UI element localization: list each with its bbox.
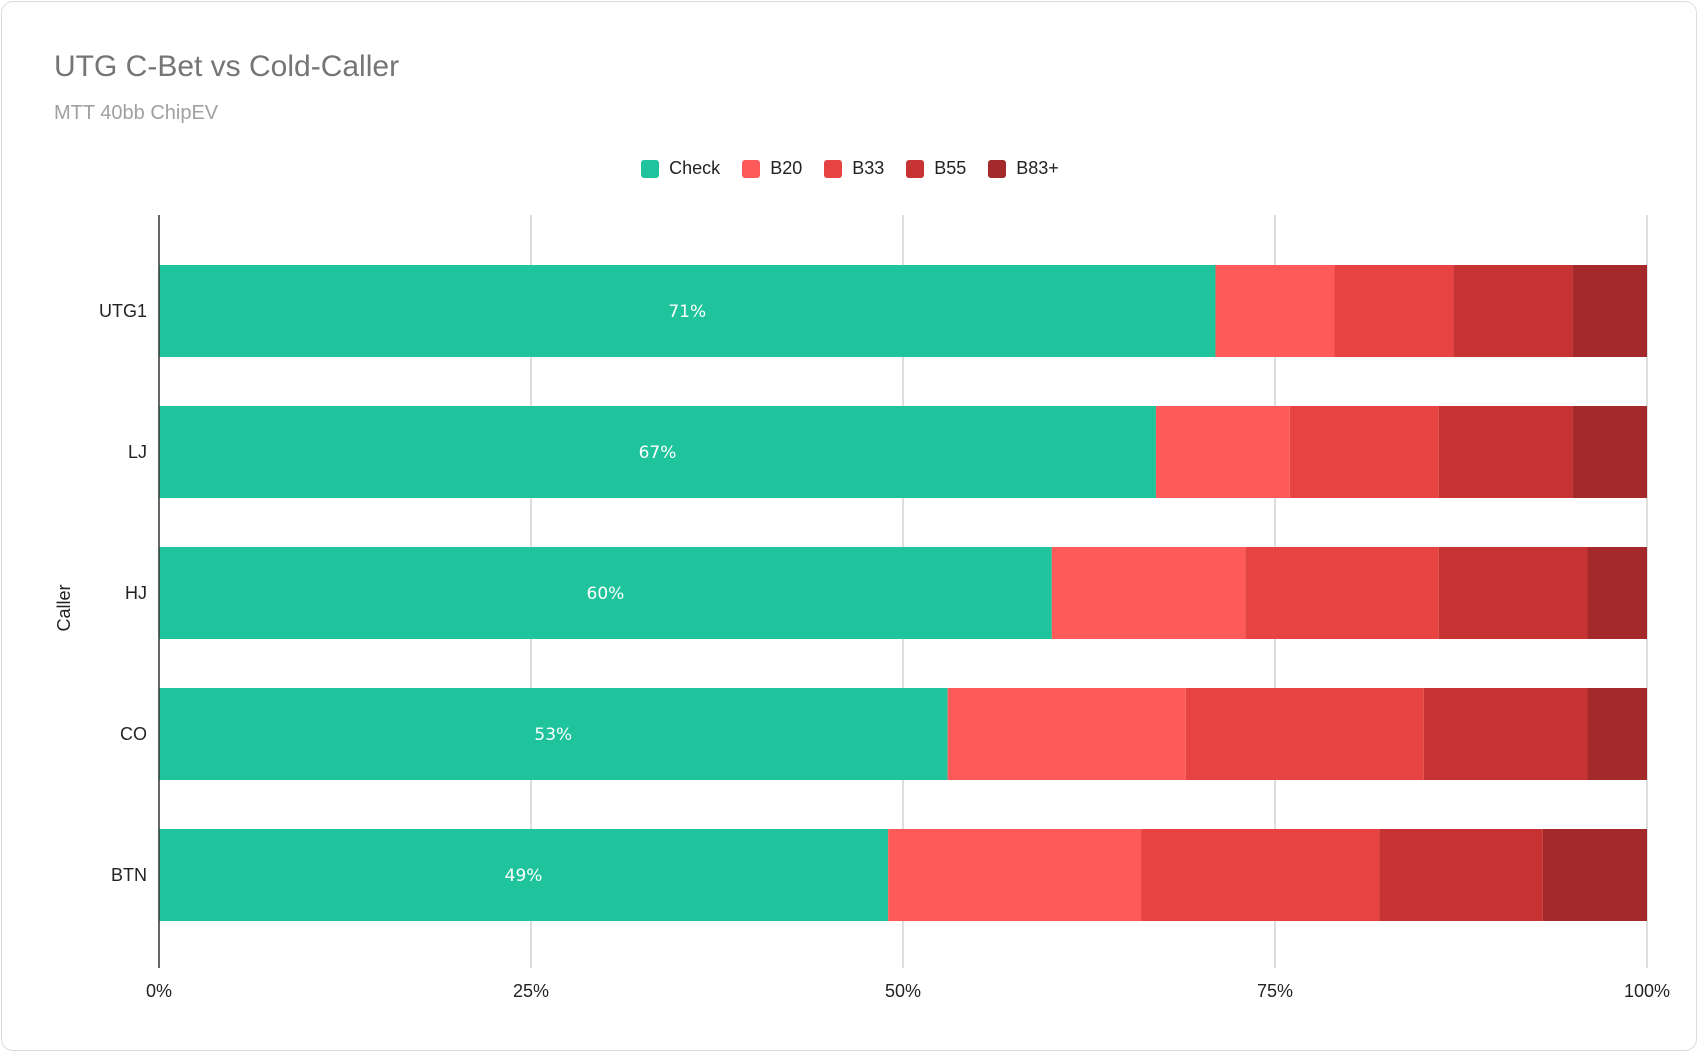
bar-segment-check [159,829,889,921]
legend-label: B33 [852,158,885,178]
bar-segment-b33 [1334,265,1454,357]
x-tick-label: 50% [885,981,921,1001]
chart-title: UTG C-Bet vs Cold-Caller [54,50,400,83]
bar-segment-b20 [1155,406,1290,498]
bar-segment-b83 [1572,406,1647,498]
data-label: 53% [534,725,572,745]
legend-label: B83+ [1016,158,1059,178]
bar-segment-b20 [888,829,1142,921]
legend-label: B20 [770,158,803,178]
chart-legend: Check B20 B33 B55 B83+ [2,158,1698,179]
bar-segment-check [159,547,1052,639]
data-label: 67% [639,443,677,463]
bar-segment-b33 [1185,688,1424,780]
bar-segment-b55 [1379,829,1543,921]
legend-swatch [988,159,1007,178]
bar-segment-b33 [1289,406,1439,498]
y-category-label: CO [120,724,147,744]
legend-label: B55 [934,158,967,178]
x-tick-label: 100% [1624,981,1670,1001]
legend-label: Check [669,158,721,178]
y-category-label: BTN [111,865,147,885]
legend-swatch [906,159,925,178]
y-category-label: UTG1 [99,301,147,321]
data-label: 49% [505,866,543,886]
chart-subtitle: MTT 40bb ChipEV [54,102,219,124]
y-category-label: HJ [125,583,147,603]
data-label: 71% [668,302,706,322]
x-tick-label: 0% [146,981,172,1001]
y-category-label: LJ [128,442,147,462]
bar-segment-b55 [1423,688,1588,780]
bar-segment-b83 [1572,265,1647,357]
bar-segment-check [159,406,1156,498]
legend-item[interactable]: B33 [824,158,884,179]
bar-segment-b33 [1141,829,1380,921]
legend-item[interactable]: Check [641,158,720,179]
bar-segment-check [159,688,948,780]
bar-segment-check [159,265,1216,357]
x-tick-label: 75% [1257,981,1293,1001]
bar-segment-b55 [1453,265,1573,357]
legend-item[interactable]: B55 [906,158,966,179]
legend-item[interactable]: B20 [742,158,802,179]
bar-segment-b55 [1438,547,1588,639]
bar-segment-b83 [1587,688,1647,780]
bar-segment-b33 [1245,547,1439,639]
bar-segment-b20 [1215,265,1335,357]
legend-item[interactable]: B83+ [988,158,1059,179]
legend-swatch [742,159,761,178]
y-axis-title: Caller [54,584,74,631]
bar-segment-b20 [947,688,1186,780]
bar-segment-b55 [1438,406,1573,498]
bar-segment-b83 [1542,829,1647,921]
legend-swatch [824,159,843,178]
bar-segment-b20 [1051,547,1246,639]
x-tick-label: 25% [513,981,549,1001]
legend-swatch [641,159,660,178]
data-label: 60% [587,584,625,604]
bar-segment-b83 [1587,547,1647,639]
